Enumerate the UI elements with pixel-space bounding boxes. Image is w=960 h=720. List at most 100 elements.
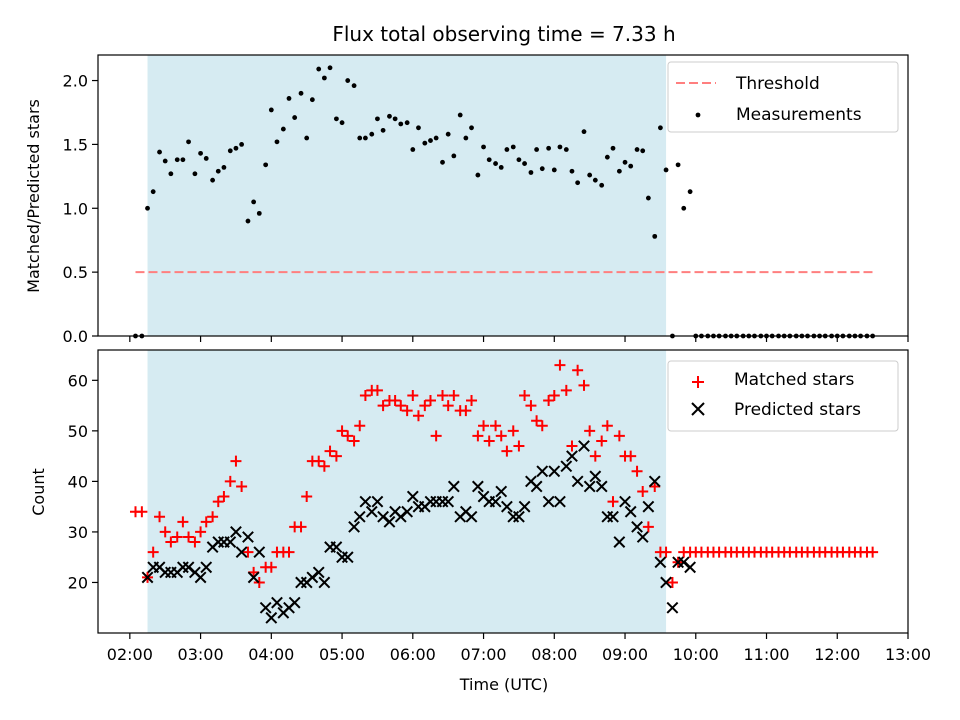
measurement-point	[498, 165, 504, 170]
measurement-point	[239, 142, 245, 147]
matched-star-point	[401, 405, 413, 417]
measurement-point	[616, 168, 622, 174]
matched-star-point	[359, 389, 371, 401]
measurement-point	[233, 145, 239, 151]
measurement-point	[475, 172, 481, 178]
matched-star-point	[560, 384, 572, 396]
measurement-point	[392, 116, 398, 122]
measurement-point	[210, 177, 216, 183]
measurement-point	[221, 165, 227, 170]
predicted-star-point	[141, 571, 154, 584]
predicted-star-point	[613, 536, 626, 548]
measurement-point	[663, 167, 669, 173]
matched-star-point	[554, 359, 566, 371]
bottom-axes-frame	[97, 349, 909, 634]
matched-star-point	[584, 425, 596, 437]
measurement-point	[404, 120, 410, 126]
x-tick-label: 02:00	[107, 645, 153, 664]
matched-star-point	[189, 536, 201, 548]
bottom-legend-box	[667, 360, 899, 432]
matched-star-point	[424, 395, 436, 407]
measurement-point	[587, 172, 593, 178]
y-tick-label: 20	[68, 573, 88, 592]
predicted-star-point	[566, 450, 578, 463]
measurement-point	[180, 157, 186, 163]
measurement-point	[687, 189, 693, 195]
legend-predicted-label: Predicted stars	[734, 400, 861, 420]
measurement-point	[534, 147, 540, 152]
measurement-point	[634, 147, 640, 152]
predicted-star-point	[495, 485, 508, 498]
predicted-star-point	[578, 440, 590, 452]
matched-star-point	[442, 400, 454, 412]
matched-star-point	[295, 521, 307, 533]
matched-star-point	[165, 536, 177, 548]
measurement-point	[168, 171, 174, 177]
matched-star-point	[330, 450, 342, 462]
predicted-star-point	[247, 571, 260, 584]
predicted-star-point	[607, 510, 619, 523]
predicted-star-point	[242, 531, 254, 543]
measurement-point	[251, 199, 257, 205]
matched-star-point	[513, 440, 525, 452]
matched-star-point	[483, 435, 495, 447]
matched-star-point	[212, 496, 224, 508]
matched-star-point	[466, 395, 478, 407]
matched-star-point	[389, 395, 401, 407]
predicted-star-point	[518, 500, 531, 513]
measurement-point	[339, 120, 345, 126]
predicted-star-point	[589, 470, 602, 483]
predicted-star-point	[595, 480, 608, 493]
measurement-point	[316, 66, 322, 72]
measurement-point	[463, 135, 469, 141]
matched-star-point	[395, 400, 407, 412]
measurement-point	[357, 135, 363, 141]
predicted-star-point	[271, 596, 283, 609]
measurement-point	[256, 210, 262, 216]
measurement-point	[516, 157, 522, 163]
predicted-star-point	[489, 495, 502, 508]
predicted-star-point	[288, 596, 301, 609]
predicted-star-point	[235, 546, 248, 559]
x-tick-label: 06:00	[390, 645, 436, 664]
bottom-x-ticks: 02:00 03:00 04:00 05:00 06:00 07:00 08:00 09:00…	[107, 633, 931, 664]
measurement-point	[528, 170, 534, 175]
legend-measurements-swatch	[695, 112, 701, 118]
bottom-observing-window	[147, 350, 667, 633]
predicted-star-point	[312, 566, 325, 579]
predicted-star-point	[471, 480, 484, 493]
measurement-point	[186, 139, 191, 145]
matched-star-point	[578, 379, 590, 391]
measurement-point	[445, 131, 451, 137]
predicted-star-point	[642, 500, 655, 513]
predicted-star-point	[660, 576, 672, 589]
matched-star-point	[867, 546, 879, 558]
measurement-point	[592, 177, 598, 183]
bottom-y-axis-label: Count	[29, 468, 48, 516]
predicted-star-point	[224, 536, 237, 548]
matched-star-point	[472, 430, 484, 442]
x-tick-label: 12:00	[814, 645, 860, 664]
matched-star-point	[207, 511, 219, 523]
y-tick-label: 1.0	[63, 199, 88, 218]
measurement-point	[422, 140, 428, 146]
matched-star-point	[154, 511, 166, 523]
matched-star-point	[507, 425, 519, 437]
measurement-point	[481, 144, 486, 150]
matched-star-point	[419, 400, 431, 412]
predicted-star-point	[500, 500, 513, 513]
matched-star-point	[548, 389, 560, 401]
matched-star-point	[195, 526, 207, 538]
matched-star-point	[430, 430, 442, 442]
measurement-point	[504, 147, 510, 152]
matched-star-point	[637, 486, 649, 497]
top-axes-frame	[97, 54, 909, 337]
measurement-point	[304, 135, 310, 141]
predicted-stars-points	[141, 440, 697, 624]
measurement-point	[416, 125, 421, 131]
predicted-star-point	[259, 601, 272, 614]
top-panel: 0.00.51.01.52.0 Matched/Predicted stars …	[24, 54, 909, 346]
measurement-point	[410, 147, 416, 152]
predicted-star-point	[542, 495, 555, 508]
predicted-star-point	[631, 520, 643, 533]
